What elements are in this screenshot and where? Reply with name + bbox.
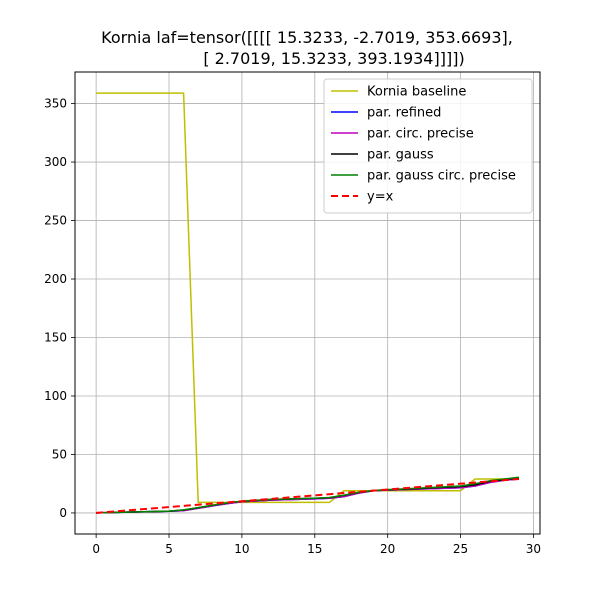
legend-label-y-x: y=x [367, 190, 394, 205]
x-tick-label: 10 [234, 542, 249, 556]
legend-label-par-gauss-circ-precise: par. gauss circ. precise [367, 169, 516, 184]
y-tick-label: 200 [44, 272, 67, 286]
y-tick-label: 150 [44, 331, 67, 345]
legend-label-par-refined: par. refined [367, 106, 441, 121]
series-line-y-x [96, 478, 519, 514]
series-line-par-gauss-circ-precise [96, 476, 519, 514]
legend-label-par-gauss: par. gauss [367, 148, 434, 163]
plot-series [96, 92, 519, 514]
y-tick-label: 100 [44, 389, 67, 403]
x-tick-label: 20 [380, 542, 395, 556]
y-tick-label: 350 [44, 97, 67, 111]
x-tick-label: 5 [165, 542, 173, 556]
y-tick-label: 0 [59, 506, 67, 520]
legend-label-par-circ-precise: par. circ. precise [367, 127, 474, 142]
legend-label-kornia-baseline: Kornia baseline [367, 85, 466, 100]
x-tick-label: 25 [453, 542, 468, 556]
y-tick-label: 50 [52, 447, 67, 461]
y-tick-label: 250 [44, 214, 67, 228]
chart-title: Kornia laf=tensor([[[[ 15.3233, -2.7019,… [101, 28, 513, 68]
y-tick-label: 300 [44, 155, 67, 169]
plot-frame [74, 71, 541, 535]
chart-title-line-2: [ 2.7019, 15.3233, 393.1934]]]]) [203, 49, 464, 68]
chart-title-line-1: Kornia laf=tensor([[[[ 15.3233, -2.7019,… [101, 28, 513, 47]
x-tick-label: 30 [526, 542, 541, 556]
x-tick-label: 0 [92, 542, 100, 556]
legend: Kornia baseline par. refined par. circ. pr… [323, 78, 533, 214]
x-tick-label: 15 [307, 542, 322, 556]
legend-box [323, 78, 533, 214]
